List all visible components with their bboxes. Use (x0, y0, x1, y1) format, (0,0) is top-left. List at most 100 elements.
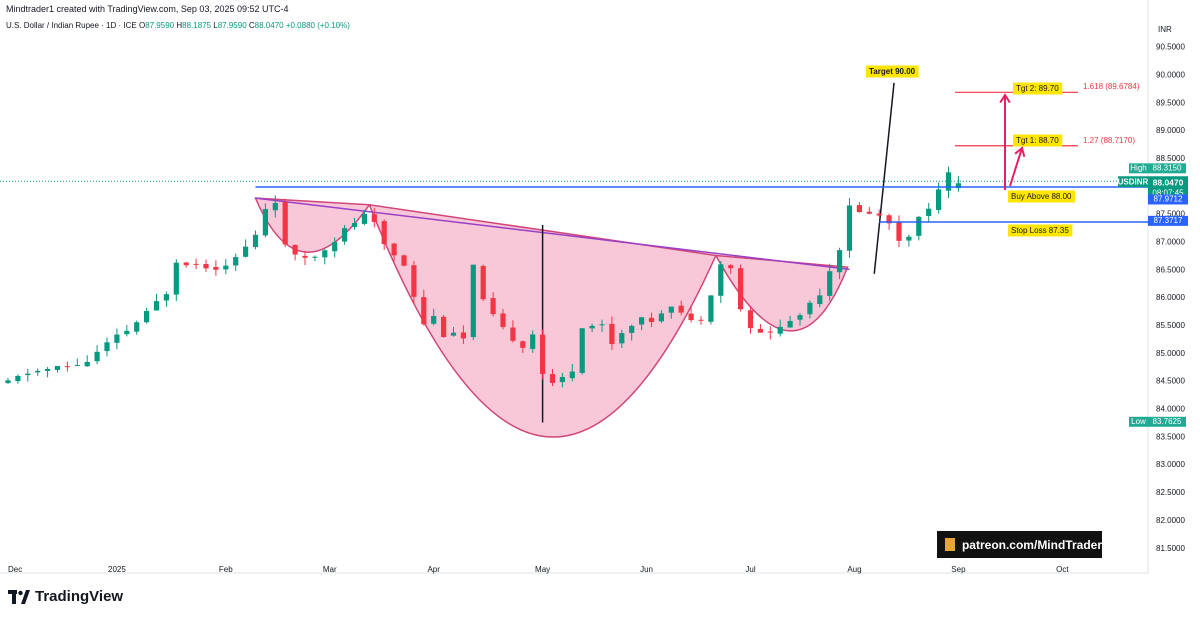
candle-body (262, 208, 268, 236)
candle (243, 239, 249, 258)
high-tag-label: High (1130, 163, 1146, 172)
price-tick-label: 90.0000 (1156, 71, 1185, 80)
candle-body (926, 208, 932, 216)
candle-body (599, 324, 605, 326)
candle (64, 361, 70, 372)
close-value: 88.0470 (254, 21, 284, 30)
high-tag-label-bg (1129, 163, 1148, 174)
candle (322, 249, 328, 265)
fib-1618-label: 1.618 (89.6784) (1083, 82, 1140, 91)
candle (599, 319, 605, 333)
candle (233, 253, 239, 271)
price-tick-label: 82.0000 (1156, 516, 1185, 525)
candle-body (856, 205, 862, 213)
candle-body (629, 325, 635, 333)
candle (332, 237, 338, 258)
candle (629, 324, 635, 341)
candle-body (728, 265, 734, 269)
candle (619, 329, 625, 348)
candle-body (460, 332, 466, 339)
candle (183, 261, 189, 268)
candle (827, 263, 833, 301)
candle-body (252, 234, 259, 247)
candle (916, 215, 922, 241)
candle (441, 314, 447, 338)
candle (421, 289, 427, 326)
candle-body (371, 214, 377, 222)
candle (153, 293, 160, 311)
candle-body (401, 255, 407, 266)
candle-body (787, 320, 793, 328)
patreon-text: patreon.com/MindTrader (961, 537, 1102, 552)
candle-body (540, 334, 546, 374)
candle-body (441, 316, 447, 337)
candle-body (718, 264, 724, 296)
chart-annotations: Target 90.00 Tgt 2: 89.70 Tgt 1: 88.70 Buy … (0, 65, 1148, 237)
buy-level-tag-bg (1148, 194, 1188, 205)
candle-body (579, 328, 585, 373)
candle (35, 368, 41, 376)
time-tick-label: May (535, 565, 550, 574)
candle-body (64, 366, 70, 368)
candle-body (153, 301, 160, 311)
candle-body (837, 250, 843, 273)
candle-body (738, 268, 744, 310)
candle (84, 355, 90, 367)
tradingview-brand[interactable]: TradingView (8, 588, 123, 605)
candle (767, 326, 773, 340)
buy-level-tag: 87.9712 (1154, 194, 1183, 203)
candle (856, 202, 862, 213)
stop-label-bg (1008, 224, 1073, 237)
candle-body (658, 313, 664, 322)
candle (361, 209, 367, 226)
candle (342, 225, 348, 245)
bar-countdown: 08:07:45 (1152, 188, 1184, 197)
price-axis[interactable]: INR 90.5000 90.0000 89.5000 89.0000 88.5000 87… (1118, 25, 1188, 553)
currency-label: INR (1158, 25, 1172, 34)
candle (708, 295, 714, 325)
candle (658, 310, 664, 324)
price-tick-label: 84.5000 (1156, 377, 1185, 386)
candle (124, 325, 130, 337)
candle (262, 203, 268, 238)
candle-body (203, 264, 209, 269)
candle-body (114, 334, 120, 343)
candle-body (74, 365, 80, 367)
candle-body (797, 315, 803, 320)
time-tick-label: Apr (427, 565, 440, 574)
candle (470, 264, 476, 341)
candle (579, 327, 585, 375)
candle-body (292, 244, 298, 255)
candle (431, 308, 437, 326)
candle-body (886, 215, 892, 224)
candle-body (54, 366, 61, 371)
candle-body (243, 246, 249, 257)
candle-body (609, 323, 615, 345)
price-tick-label: 86.5000 (1156, 265, 1185, 274)
target-projection-line (873, 82, 895, 274)
time-tick-label: 2025 (108, 565, 126, 574)
candle (282, 198, 288, 248)
candle (926, 202, 932, 222)
patreon-banner[interactable]: patreon.com/MindTrader (937, 531, 1102, 558)
last-price-value: 88.0470 (1153, 177, 1184, 187)
author-line: Mindtrader1 created with TradingView.com… (6, 4, 289, 14)
stop-level-tag: 87.3717 (1154, 216, 1183, 225)
price-tick-label: 89.5000 (1156, 98, 1185, 107)
candle (559, 372, 565, 388)
candle-body (767, 331, 773, 333)
time-axis[interactable]: Dec 2025 Feb Mar Apr May Jun Jul Aug Sep Oct (8, 565, 1069, 574)
candle (728, 264, 734, 274)
candle (906, 234, 912, 247)
candle-body (391, 243, 397, 256)
candle-body (322, 250, 328, 258)
candle-body (104, 342, 110, 352)
candle (104, 337, 110, 357)
candle-body (342, 228, 348, 242)
candle (589, 323, 595, 333)
symbol-legend[interactable]: U.S. Dollar / Indian Rupee · 1D · ICE O8… (6, 21, 350, 30)
candle (144, 307, 150, 324)
price-tick-label: 87.0000 (1156, 238, 1185, 247)
price-tick-label: 86.0000 (1156, 293, 1185, 302)
